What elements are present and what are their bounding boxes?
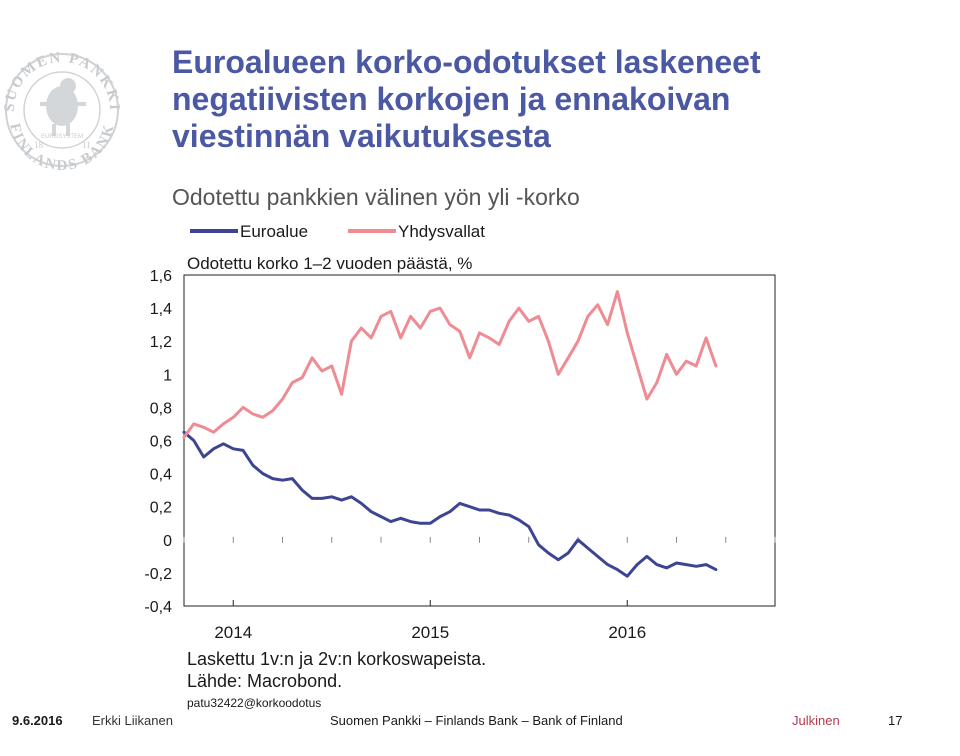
- note-calculation: Laskettu 1v:n ja 2v:n korkoswapeista.: [187, 649, 487, 669]
- logo-eurosystem: EUROSYSTEM: [41, 134, 83, 140]
- y-tick-label: 1,6: [150, 268, 172, 285]
- y-tick-label: 1,4: [150, 301, 172, 318]
- x-tick-label: 2015: [411, 623, 449, 642]
- series-line-euroalue: [182, 430, 718, 578]
- legend-swatch-yhdysvallat: [348, 228, 396, 233]
- slide-title: Euroalueen korko-odotukset laskeneet neg…: [172, 44, 761, 154]
- legend-swatch-euroalue: [190, 228, 238, 233]
- plot-frame: [183, 274, 776, 607]
- note-source: Lähde: Macrobond.: [187, 671, 343, 691]
- y-tick-label: 0: [163, 533, 172, 550]
- y-tick-label: 0,4: [150, 467, 172, 484]
- footer-handle: patu32422@korkoodotus: [187, 696, 322, 710]
- footer-date: 9.6.2016: [12, 713, 63, 728]
- suomen-pankki-logo: SUOMEN PANKKI FINLANDS BANK 18 11 EUROSY…: [2, 50, 120, 174]
- x-tick-label: 2014: [214, 623, 252, 642]
- y-tick-label: -0,4: [144, 599, 172, 616]
- footer-classification: Julkinen: [792, 713, 840, 728]
- chart-subtitle: Odotettu korko 1–2 vuoden päästä, %: [187, 254, 473, 273]
- footer-org: Suomen Pankki – Finlands Bank – Bank of …: [330, 713, 623, 728]
- y-tick-label: 0,6: [150, 434, 172, 451]
- y-tick-label: 1: [163, 367, 172, 384]
- y-tick-label: 0,8: [150, 400, 172, 417]
- legend-label-euroalue: Euroalue: [240, 222, 309, 241]
- legend-item-yhdysvallat: Yhdysvallat: [348, 222, 485, 242]
- chart-title: Odotettu pankkien välinen yön yli -korko: [172, 184, 580, 210]
- y-tick-label: 1,2: [150, 334, 172, 351]
- x-tick-label: 2016: [608, 623, 646, 642]
- y-tick-label: 0,2: [150, 500, 172, 517]
- lion-icon: [40, 78, 86, 136]
- series-line-yhdysvallat: [182, 290, 718, 439]
- logo-year-left: 18: [34, 140, 44, 150]
- logo-year-right: 11: [82, 140, 91, 150]
- legend-item-euroalue: Euroalue: [190, 222, 308, 242]
- footer-page: 17: [888, 713, 903, 728]
- footer-author: Erkki Liikanen: [92, 713, 173, 728]
- y-tick-label: -0,2: [144, 566, 172, 583]
- legend-label-yhdysvallat: Yhdysvallat: [398, 222, 485, 241]
